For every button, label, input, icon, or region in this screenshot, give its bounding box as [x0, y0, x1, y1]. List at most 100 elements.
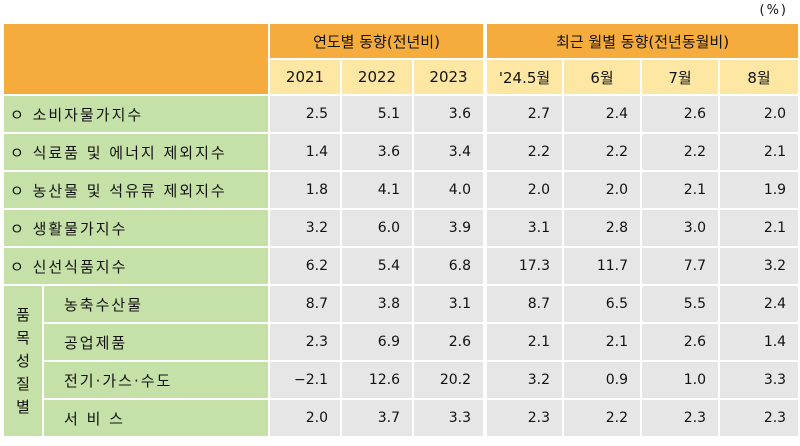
table-cell: 3.7 — [340, 398, 414, 438]
table-cell: 3.2 — [718, 246, 800, 286]
row-label: ㅇ 농산물 및 석유류 제외지수 — [2, 170, 270, 210]
table-cell: 12.6 — [340, 360, 414, 400]
group-label-char: 질 — [16, 374, 30, 393]
table-cell: 2.6 — [411, 322, 487, 362]
table-cell: 6.8 — [411, 246, 487, 286]
table-cell: 2.4 — [718, 284, 800, 324]
group-label-char: 성 — [16, 351, 30, 370]
table-cell: 3.2 — [268, 208, 342, 248]
table-cell: 5.4 — [340, 246, 414, 286]
table-cell: 2.0 — [562, 170, 643, 210]
table-cell: 5.1 — [340, 94, 414, 134]
table-cell: 6.5 — [562, 284, 643, 324]
table-cell: 7.7 — [640, 246, 721, 286]
table-cell: 6.0 — [340, 208, 414, 248]
group-label-vertical: 품 목 성 질 별 — [2, 284, 44, 438]
table-cell: 2.0 — [268, 398, 342, 438]
row-label: ㅇ 생활물가지수 — [2, 208, 270, 248]
header-group-annual: 연도별 동향(전년비) — [267, 22, 487, 60]
table-cell: 1.4 — [268, 132, 342, 172]
table-cell: 2.2 — [640, 132, 721, 172]
col-header: 2022 — [340, 58, 414, 96]
table-cell: 2.2 — [483, 132, 565, 172]
table-cell: 2.5 — [268, 94, 342, 134]
table-cell: 3.8 — [340, 284, 414, 324]
table-cell: 2.1 — [718, 208, 800, 248]
table-row: 품 목 성 질 별 농축수산물 8.7 3.8 3.1 8.7 6.5 5.5 … — [2, 284, 800, 438]
table-cell: 3.0 — [640, 208, 721, 248]
table-cell: 8.7 — [483, 284, 565, 324]
table-cell: 3.4 — [411, 132, 487, 172]
table-cell: 2.3 — [640, 398, 721, 438]
table-cell: 6.9 — [340, 322, 414, 362]
table-cell: 3.1 — [483, 208, 565, 248]
table-cell: 3.6 — [411, 94, 487, 134]
header-group-monthly: 최근 월별 동향(전년동월비) — [483, 22, 800, 60]
table-cell: 6.2 — [268, 246, 342, 286]
table-cell: 2.6 — [640, 322, 721, 362]
table-row: 공업제품 2.3 6.9 2.6 2.1 2.1 2.6 1.4 — [3, 322, 800, 362]
table-cell: 11.7 — [562, 246, 643, 286]
table-cell: 2.6 — [640, 94, 721, 134]
table-cell: 2.0 — [483, 170, 565, 210]
table-cell: 2.1 — [562, 322, 643, 362]
group-label-char: 품 — [16, 305, 30, 324]
table-row: ㅇ 신선식품지수 6.2 5.4 6.8 17.3 11.7 7.7 3.2 — [2, 246, 800, 286]
table-cell: 2.2 — [562, 398, 643, 438]
group-label-char: 목 — [16, 328, 30, 347]
header-corner — [2, 22, 270, 96]
table-cell: 4.1 — [340, 170, 414, 210]
unit-label: (%) — [759, 3, 788, 18]
table-cell: 1.0 — [640, 360, 721, 400]
table-cell: 3.2 — [483, 360, 565, 400]
table-row: ㅇ 식료품 및 에너지 제외지수 1.4 3.6 3.4 2.2 2.2 2.2… — [2, 132, 800, 172]
table-cell: 1.4 — [718, 322, 800, 362]
table-cell: 3.9 — [411, 208, 487, 248]
table-cell: 2.8 — [562, 208, 643, 248]
table-cell: 1.8 — [268, 170, 342, 210]
table-cell: 2.3 — [268, 322, 342, 362]
col-header: '24.5월 — [483, 58, 565, 96]
table-cell: 5.5 — [640, 284, 721, 324]
table-cell: 8.7 — [268, 284, 342, 324]
table-cell: 2.3 — [483, 398, 565, 438]
table-cell: −2.1 — [268, 360, 342, 400]
col-header: 7월 — [640, 58, 721, 96]
table-row: ㅇ 생활물가지수 3.2 6.0 3.9 3.1 2.8 3.0 2.1 — [2, 208, 800, 248]
table-row: 서 비 스 2.0 3.7 3.3 2.3 2.2 2.3 2.3 — [3, 398, 800, 438]
row-label: ㅇ 신선식품지수 — [2, 246, 270, 286]
table-row: ㅇ 소비자물가지수 2.5 5.1 3.6 2.7 2.4 2.6 2.0 — [2, 94, 800, 134]
table-cell: 0.9 — [562, 360, 643, 400]
group-label-char: 별 — [16, 397, 30, 416]
col-header: 2021 — [268, 58, 342, 96]
table-cell: 4.0 — [411, 170, 487, 210]
table-cell: 2.3 — [718, 398, 800, 438]
table-cell: 2.7 — [483, 94, 565, 134]
table-row: 전기·가스·수도 −2.1 12.6 20.2 3.2 0.9 1.0 3.3 — [3, 360, 800, 400]
table-cell: 17.3 — [483, 246, 565, 286]
row-label: ㅇ 식료품 및 에너지 제외지수 — [2, 132, 270, 172]
table-cell: 2.1 — [483, 322, 565, 362]
sub-row-label: 전기·가스·수도 — [42, 360, 270, 400]
sub-row-label: 서 비 스 — [42, 398, 270, 438]
table-cell: 3.3 — [718, 360, 800, 400]
table-cell: 1.9 — [718, 170, 800, 210]
row-label: ㅇ 소비자물가지수 — [2, 94, 270, 134]
table-cell: 2.0 — [718, 94, 800, 134]
table-cell: 3.3 — [411, 398, 487, 438]
table-cell: 20.2 — [411, 360, 487, 400]
col-header: 6월 — [562, 58, 643, 96]
col-header: 2023 — [411, 58, 487, 96]
table-cell: 2.4 — [562, 94, 643, 134]
header-row-groups: 연도별 동향(전년비) 최근 월별 동향(전년동월비) — [2, 22, 800, 96]
header-row-columns: 2021 2022 2023 '24.5월 6월 7월 8월 — [3, 58, 800, 96]
table-cell: 2.1 — [640, 170, 721, 210]
price-index-table: 연도별 동향(전년비) 최근 월별 동향(전년동월비) 2021 2022 20… — [2, 22, 800, 438]
table-cell: 2.2 — [562, 132, 643, 172]
table-cell: 3.6 — [340, 132, 414, 172]
table-cell: 2.1 — [718, 132, 800, 172]
sub-row-label: 공업제품 — [42, 322, 270, 362]
col-header: 8월 — [718, 58, 800, 96]
table-row: ㅇ 농산물 및 석유류 제외지수 1.8 4.1 4.0 2.0 2.0 2.1… — [2, 170, 800, 210]
table-cell: 3.1 — [411, 284, 487, 324]
